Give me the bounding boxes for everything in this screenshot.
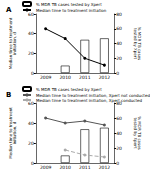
svg-text:20: 20 [28, 51, 34, 56]
svg-text:0: 0 [31, 161, 34, 166]
svg-text:% MDR TB cases tested by Xpert: % MDR TB cases tested by Xpert [36, 87, 102, 92]
svg-text:2010: 2010 [59, 75, 71, 80]
svg-text:0: 0 [116, 161, 119, 166]
svg-text:20: 20 [28, 141, 34, 146]
svg-text:Median time to treatment: Median time to treatment [7, 107, 13, 159]
svg-text:2012: 2012 [99, 75, 111, 80]
svg-text:20: 20 [116, 146, 122, 151]
svg-text:20: 20 [116, 56, 122, 61]
svg-text:% MDR TB cases: % MDR TB cases [137, 116, 143, 150]
svg-text:0: 0 [116, 71, 119, 76]
svg-text:60: 60 [116, 116, 122, 121]
svg-text:initiation, d: initiation, d [12, 121, 17, 144]
svg-text:2009: 2009 [40, 165, 52, 170]
svg-text:Median time to treatment initi: Median time to treatment initiation [36, 8, 107, 13]
svg-text:initiation, d: initiation, d [12, 32, 17, 55]
svg-text:A: A [6, 6, 12, 14]
svg-text:2010: 2010 [59, 165, 71, 170]
svg-text:40: 40 [28, 121, 34, 126]
svg-text:2011: 2011 [79, 165, 91, 170]
svg-text:40: 40 [116, 41, 122, 46]
svg-text:% MDR TB cases: % MDR TB cases [137, 26, 143, 61]
svg-text:tested by Xpert: tested by Xpert [133, 28, 138, 60]
svg-text:tested by Xpert: tested by Xpert [133, 117, 138, 149]
svg-text:% MDR TB cases tested by Xpert: % MDR TB cases tested by Xpert [36, 2, 102, 7]
svg-text:80: 80 [116, 12, 122, 17]
svg-text:40: 40 [116, 131, 122, 136]
svg-text:80: 80 [116, 100, 122, 106]
svg-text:2011: 2011 [79, 75, 91, 80]
svg-text:60: 60 [28, 12, 34, 17]
svg-text:60: 60 [116, 26, 122, 31]
svg-text:60: 60 [28, 101, 34, 106]
svg-text:2009: 2009 [40, 75, 52, 80]
svg-text:Median time to treatment initi: Median time to treatment initiation, Xpe… [36, 98, 143, 103]
svg-text:2012: 2012 [99, 165, 111, 170]
svg-text:0: 0 [31, 71, 34, 76]
svg-text:40: 40 [28, 31, 34, 36]
svg-text:Median time to treatment: Median time to treatment [7, 17, 13, 70]
svg-text:B: B [6, 91, 11, 99]
